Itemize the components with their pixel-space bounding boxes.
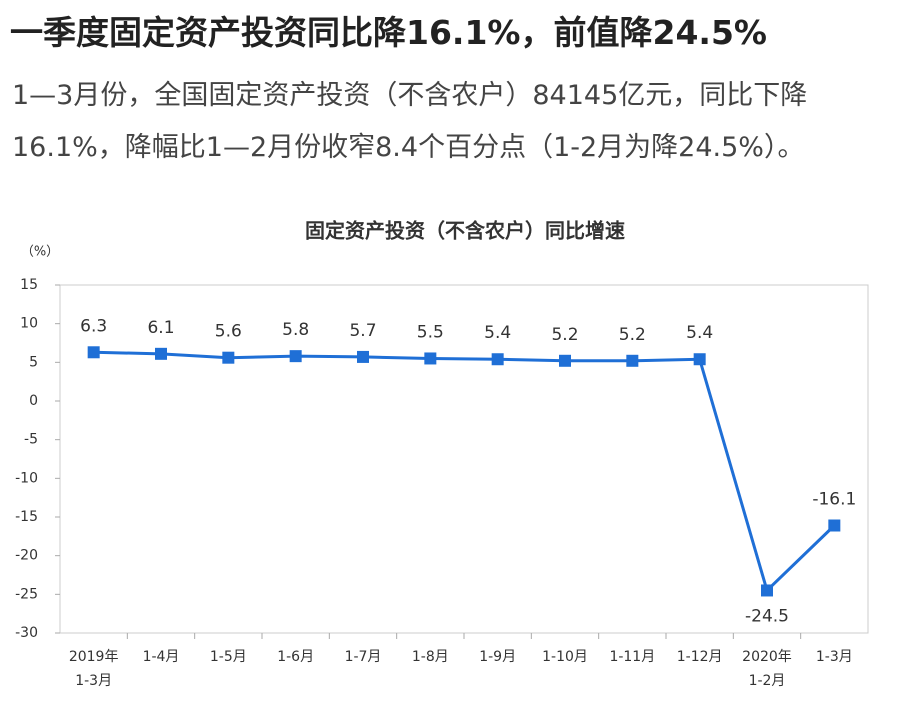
x-tick-label: 2020年 1-2月 xyxy=(742,649,792,689)
data-label: 5.4 xyxy=(686,323,713,343)
y-tick-label: -30 xyxy=(15,625,38,641)
line xyxy=(93,350,836,594)
x-tick-label: 1-8月 xyxy=(411,649,449,665)
y-tick-label: -5 xyxy=(24,432,38,448)
y-tick-label: -15 xyxy=(15,509,38,525)
marker xyxy=(357,350,369,363)
data-label: 5.2 xyxy=(551,325,578,345)
data-label: 5.2 xyxy=(619,325,646,345)
data-label: 5.4 xyxy=(484,323,511,343)
y-tick-label: -10 xyxy=(15,470,38,486)
x-tick-label: 1-4月 xyxy=(142,649,180,665)
x-tick-label: 1-9月 xyxy=(479,649,517,665)
x-tick-label: 1-7月 xyxy=(344,649,382,665)
marker xyxy=(424,352,437,365)
data-label: 5.8 xyxy=(282,320,309,340)
y-tick-label: 0 xyxy=(29,393,38,409)
y-tick-label: 5 xyxy=(29,354,38,370)
x-tick-label: 1-10月 xyxy=(542,649,588,665)
x-tick-label: 1-11月 xyxy=(609,649,656,665)
marker xyxy=(828,519,841,532)
data-label: -16.1 xyxy=(812,490,856,510)
marker xyxy=(491,353,504,366)
y-tick-label: -20 xyxy=(15,548,38,564)
data-label: 5.5 xyxy=(417,322,444,342)
y-tick-label: 15 xyxy=(20,277,38,293)
plot-frame xyxy=(59,284,869,634)
marker xyxy=(761,584,773,597)
data-label: 5.7 xyxy=(349,321,376,341)
marker xyxy=(289,350,302,363)
data-label: -24.5 xyxy=(745,606,789,626)
marker xyxy=(222,351,235,364)
data-label: 6.1 xyxy=(147,318,174,338)
x-tick-label: 1-12月 xyxy=(676,649,723,665)
data-label: 5.6 xyxy=(215,322,242,342)
x-tick-label: 1-6月 xyxy=(277,649,315,665)
x-tick-label: 2019年 1-3月 xyxy=(68,649,119,689)
x-tick-label: 1-5月 xyxy=(209,649,247,665)
marker xyxy=(626,354,639,367)
marker xyxy=(155,347,167,360)
article-text: 1—3月份，全国固定资产投资（不含农户）84145亿元，同比下降16.1%，降幅… xyxy=(12,80,808,163)
marker xyxy=(559,354,571,367)
marker xyxy=(87,346,100,359)
chart-title: 固定资产投资（不含农户）同比增速 xyxy=(305,219,625,243)
headline: 一季度固定资产投资同比降16.1%，前值降24.5% xyxy=(10,13,767,52)
y-tick-label: 10 xyxy=(20,316,38,332)
x-tick-label: 1-3月 xyxy=(815,649,853,665)
y-axis-label: （%） xyxy=(21,245,59,260)
data-label: 6.3 xyxy=(80,316,107,336)
y-tick-label: -25 xyxy=(15,586,38,602)
marker xyxy=(693,353,706,366)
